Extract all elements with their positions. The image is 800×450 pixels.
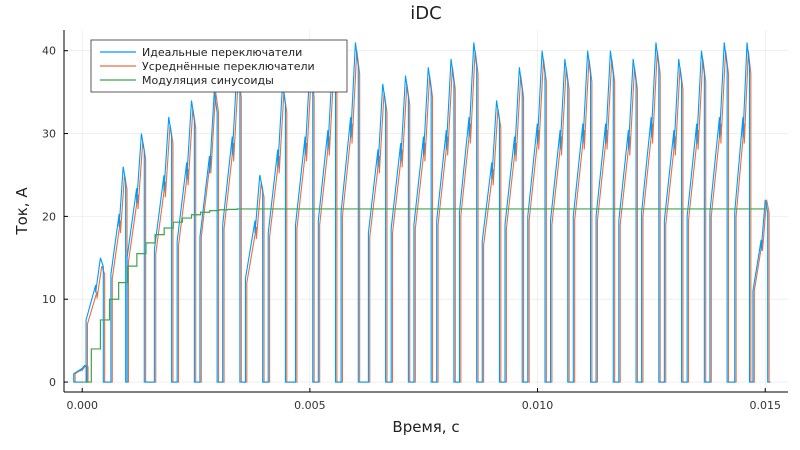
axes bbox=[63, 30, 788, 393]
legend-label-averaged: Усреднённые переключатели bbox=[142, 60, 315, 73]
ticks: 0.000 0.005 0.010 0.015 0 10 20 30 40 bbox=[42, 45, 781, 412]
series-2-line bbox=[82, 208, 766, 383]
chart-title: iDC bbox=[410, 3, 441, 24]
y-tick-label: 30 bbox=[42, 128, 56, 141]
x-tick-label: 0.005 bbox=[294, 399, 326, 412]
legend-label-sine-modulation: Модуляция синусоиды bbox=[142, 74, 274, 87]
series-2 bbox=[82, 208, 766, 383]
y-axis-title: Ток, А bbox=[13, 187, 31, 236]
series-0-line bbox=[73, 42, 770, 383]
legend: Идеальные переключатели Усреднённые пере… bbox=[90, 39, 348, 93]
series-1 bbox=[74, 50, 771, 383]
series-0 bbox=[73, 42, 770, 383]
x-tick-label: 0.015 bbox=[749, 399, 781, 412]
series-1-line bbox=[74, 50, 771, 383]
y-tick-label: 0 bbox=[49, 376, 56, 389]
y-tick-label: 20 bbox=[42, 210, 56, 223]
x-tick-label: 0.000 bbox=[66, 399, 98, 412]
x-tick-label: 0.010 bbox=[522, 399, 554, 412]
legend-label-ideal: Идеальные переключатели bbox=[142, 46, 302, 59]
y-tick-label: 40 bbox=[42, 45, 56, 58]
y-tick-label: 10 bbox=[42, 293, 56, 306]
x-axis-title: Время, с bbox=[392, 418, 459, 436]
series-layer bbox=[73, 42, 771, 383]
